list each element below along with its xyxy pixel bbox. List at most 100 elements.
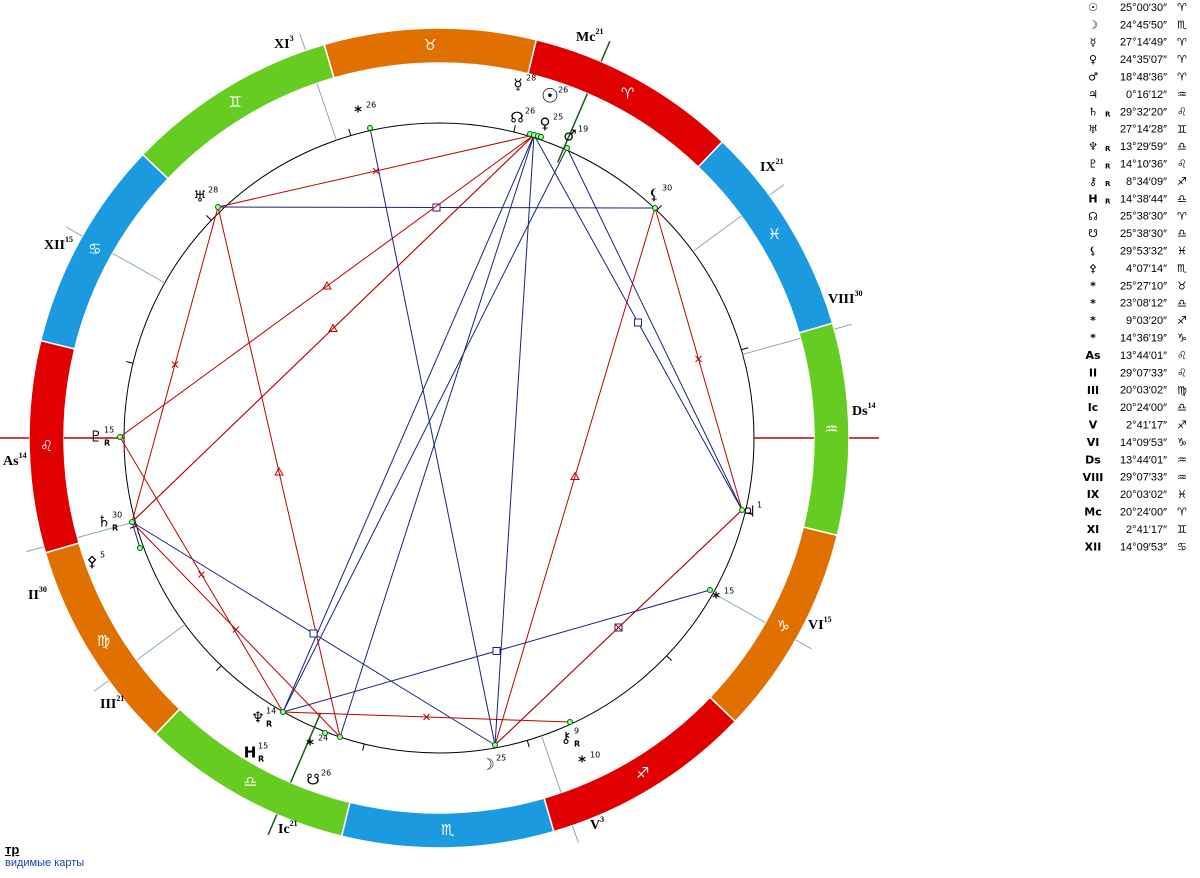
table-glyph: ☋ xyxy=(1088,227,1098,240)
table-sign: ♈ xyxy=(1177,36,1187,49)
point-retro: R xyxy=(266,720,272,729)
table-glyph: VIII xyxy=(1083,471,1104,484)
table-position: 9°03′20″ xyxy=(1126,315,1167,327)
house-label: V3 xyxy=(590,815,604,833)
house-label: Ds14 xyxy=(852,401,876,419)
house-degree: 30 xyxy=(854,289,862,298)
table-glyph: ☿ xyxy=(1090,36,1097,49)
sign-glyph: ♒ xyxy=(825,420,838,438)
table-glyph: ♀ xyxy=(1089,53,1097,66)
aspect-symbol xyxy=(570,471,580,480)
house-cusp xyxy=(795,639,812,650)
house-label: III21 xyxy=(100,694,124,712)
sign-segment xyxy=(28,339,80,554)
point-glyph: ♅ xyxy=(193,188,206,206)
table-position: 13°29′59″ xyxy=(1120,141,1167,153)
aspect-symbol xyxy=(328,323,338,332)
point-retro: R xyxy=(574,740,580,749)
sign-glyph: ♌ xyxy=(40,437,53,455)
planet-dot xyxy=(117,434,123,440)
house-degree: 21 xyxy=(776,157,784,166)
table-glyph: IX xyxy=(1087,488,1100,501)
table-sign: ♎ xyxy=(1177,297,1187,310)
table-glyph: ♃ xyxy=(1088,88,1098,101)
table-glyph: ♅ xyxy=(1088,123,1098,136)
house-name: Ic xyxy=(278,822,290,837)
point-degree: 30 xyxy=(662,184,672,193)
table-sign: ♌ xyxy=(1177,158,1187,171)
table-glyph: ♆ xyxy=(1088,140,1098,153)
point-degree: 9 xyxy=(574,727,579,736)
table-glyph: XII xyxy=(1085,540,1102,553)
point-degree: 26 xyxy=(525,107,535,116)
house-label: Mc21 xyxy=(576,27,603,45)
aspect-symbol xyxy=(309,629,318,638)
table-retro: R xyxy=(1105,180,1111,188)
table-sign: ♌ xyxy=(1177,105,1187,118)
sign-glyph: ♋ xyxy=(88,240,101,258)
point-degree: 19 xyxy=(578,125,588,134)
table-sign: ♓ xyxy=(1177,488,1187,501)
house-cusp xyxy=(541,735,562,793)
sign-segment xyxy=(141,43,335,180)
planet-dot xyxy=(492,742,498,748)
house-degree: 15 xyxy=(824,615,832,624)
aspect-symbol xyxy=(695,355,702,363)
house-name: VIII xyxy=(828,292,854,307)
table-position: 2°41′17″ xyxy=(1126,524,1167,536)
point-degree: 28 xyxy=(208,186,218,195)
sign-glyph: ♊ xyxy=(229,93,242,111)
table-sign: ♒ xyxy=(1177,471,1187,484)
house-cusp xyxy=(316,83,337,141)
house-degree: 3 xyxy=(600,815,604,824)
house-label: II30 xyxy=(28,585,47,603)
house-label: IX21 xyxy=(760,157,784,175)
table-sign: ♈ xyxy=(1177,53,1187,66)
table-position: 24°45′50″ xyxy=(1120,19,1167,31)
aspect-symbol xyxy=(634,318,642,327)
planet-dot xyxy=(564,145,570,151)
table-glyph: ⚸ xyxy=(1089,245,1097,258)
point-retro: R xyxy=(258,755,264,764)
sign-glyph: ♏ xyxy=(441,821,455,839)
table-position: 2°41′17″ xyxy=(1126,420,1167,432)
point-glyph: ⚴ xyxy=(87,553,98,571)
house-degree: 21 xyxy=(290,819,298,828)
table-position: 25°00′30″ xyxy=(1120,2,1167,14)
table-position: 29°07′33″ xyxy=(1120,472,1167,484)
sign-glyph: ♐ xyxy=(636,764,649,782)
house-cusp xyxy=(26,546,44,553)
point-degree: 15 xyxy=(258,742,268,751)
house-cusp xyxy=(712,592,766,624)
point-degree: 15 xyxy=(724,587,734,596)
axis-line xyxy=(289,713,322,783)
point-glyph: * xyxy=(306,736,314,754)
table-position: 13°44′01″ xyxy=(1120,350,1167,362)
axis-line xyxy=(600,40,611,62)
sign-tick xyxy=(744,512,752,515)
table-sign: ♈ xyxy=(1177,1,1187,14)
aspect-line xyxy=(282,134,535,713)
aspect-line xyxy=(131,134,535,523)
point-glyph: ♄ xyxy=(97,513,110,531)
point-degree: 24 xyxy=(318,734,328,743)
aspect-symbol xyxy=(198,571,205,578)
table-glyph: II xyxy=(1089,366,1097,379)
house-cusp xyxy=(769,184,785,196)
aspect-line xyxy=(119,134,535,438)
footer-link[interactable]: видимые карты xyxy=(5,857,85,869)
footer-title: тр xyxy=(5,842,20,857)
table-sign: ♑ xyxy=(1177,436,1187,449)
table-glyph: ♇ xyxy=(1088,158,1098,171)
table-position: 24°35′07″ xyxy=(1120,54,1167,66)
house-degree: 21 xyxy=(116,694,124,703)
planet-dot xyxy=(215,204,221,210)
house-name: III xyxy=(100,697,116,712)
point-retro: R xyxy=(104,439,110,448)
planet-dot xyxy=(367,125,373,131)
point-degree: 28 xyxy=(526,74,536,83)
aspect-symbol xyxy=(322,280,332,290)
table-position: 0°16′12″ xyxy=(1126,89,1167,101)
table-sign: ♉ xyxy=(1177,279,1187,292)
house-degree: 14 xyxy=(868,401,876,410)
